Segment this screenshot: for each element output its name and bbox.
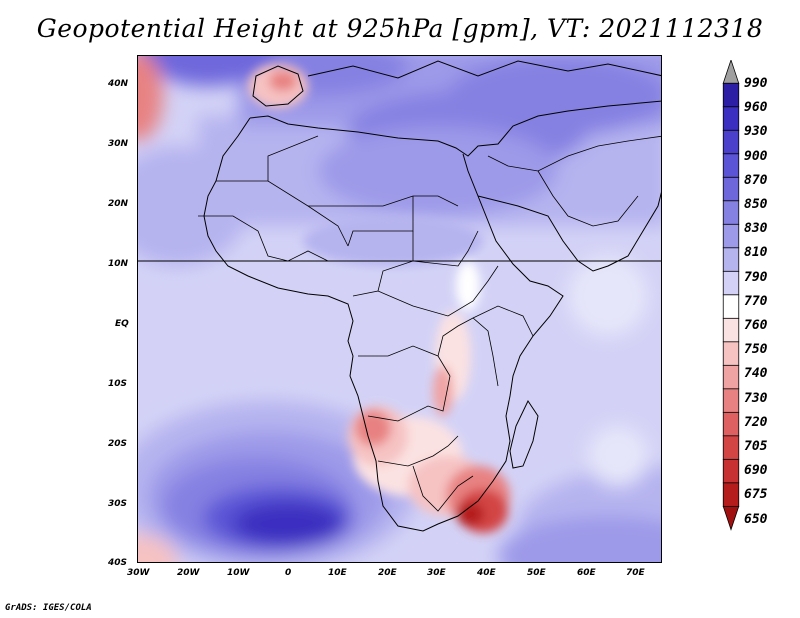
colorbar-level-label: 650 <box>744 511 768 527</box>
colorbar-level-label: 990 <box>744 76 768 91</box>
colorbar-level-label: 720 <box>744 414 768 430</box>
colorbar-level-label: 960 <box>744 100 768 116</box>
colorbar-level-label: 830 <box>744 221 768 237</box>
colorbar-level-label: 850 <box>744 197 768 212</box>
colorbar-level-label: 760 <box>744 318 768 333</box>
coastlines <box>138 60 661 532</box>
lon-label: 0 <box>285 568 292 578</box>
colorbar-swatch <box>722 341 740 366</box>
lon-label: 30E <box>427 568 446 578</box>
colorbar-swatch <box>722 294 740 319</box>
colorbar-swatch <box>722 200 740 225</box>
colorbar-swatch <box>722 82 740 108</box>
country-borders <box>198 135 661 512</box>
colorbar-swatch <box>722 317 740 343</box>
colorbar-level-label: 900 <box>744 148 768 164</box>
chart-title: Geopotential Height at 925hPa [gpm], VT:… <box>36 14 764 43</box>
lon-label: 10E <box>328 568 347 578</box>
lat-label: 30S <box>108 499 128 509</box>
colorbar-swatch <box>722 411 740 437</box>
colorbar-top-arrow <box>722 60 740 84</box>
lat-label: EQ <box>115 319 129 329</box>
lon-label: 40E <box>477 568 496 578</box>
colorbar-swatch <box>722 153 740 178</box>
lat-label: 30N <box>108 139 129 149</box>
colorbar-swatch <box>722 388 740 413</box>
colorbar-swatch <box>722 482 740 507</box>
colorbar-level-label: 690 <box>744 463 768 479</box>
lat-label: 40S <box>108 558 128 568</box>
colorbar-swatch <box>722 247 740 272</box>
colorbar-swatch <box>722 364 740 390</box>
low-pressure-areas <box>248 64 510 533</box>
colorbar-level-label: 770 <box>744 293 768 309</box>
credit-text: GrADS: IGES/COLA <box>5 603 92 613</box>
colorbar-swatch <box>722 270 740 296</box>
lon-label: 60E <box>577 568 596 578</box>
colorbar-swatch <box>722 435 740 460</box>
lat-label: 20N <box>108 199 129 209</box>
map-panel <box>137 55 662 563</box>
lon-label: 70E <box>626 568 645 578</box>
colorbar-level-label: 930 <box>744 124 768 140</box>
colorbar-swatch <box>722 223 740 249</box>
colorbar <box>722 60 740 531</box>
lon-label: 20W <box>177 568 200 578</box>
lon-label: 10W <box>227 568 250 578</box>
lat-label: 10S <box>108 379 128 389</box>
lat-label: 10N <box>108 259 129 269</box>
colorbar-bottom-arrow <box>722 505 740 531</box>
colorbar-level-label: 790 <box>744 269 768 285</box>
colorbar-swatch <box>722 129 740 155</box>
lon-label: 20E <box>378 568 397 578</box>
colorbar-level-label: 705 <box>744 439 768 454</box>
colorbar-level-label: 810 <box>744 245 768 261</box>
colorbar-level-label: 750 <box>744 342 768 358</box>
lat-label: 20S <box>108 439 128 449</box>
colorbar-swatch <box>722 106 740 131</box>
lat-label: 40N <box>108 79 129 89</box>
colorbar-level-label: 730 <box>744 390 768 406</box>
colorbar-swatch <box>722 176 740 202</box>
colorbar-swatch <box>722 458 740 484</box>
colorbar-level-label: 675 <box>744 487 768 503</box>
colorbar-level-label: 740 <box>744 366 768 382</box>
map-canvas <box>138 56 661 562</box>
lon-label: 30W <box>127 568 150 578</box>
colorbar-level-label: 870 <box>744 172 768 188</box>
lon-label: 50E <box>527 568 546 578</box>
